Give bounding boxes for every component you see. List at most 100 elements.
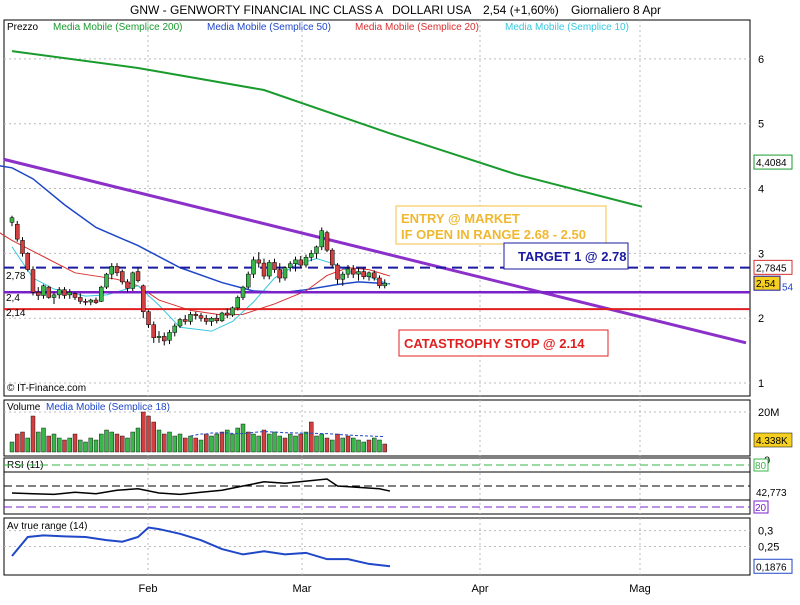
candle-body (230, 307, 235, 316)
header-price: 2,54 (+1,60%) (483, 3, 559, 17)
volume-bar (246, 431, 251, 453)
volume-bar (277, 435, 282, 453)
volume-bar (20, 431, 25, 453)
volume-bar (93, 439, 99, 453)
volume-bar (335, 433, 340, 453)
candle-body (372, 272, 377, 279)
atr-y-tick: 0,3 (758, 526, 773, 538)
target-box (503, 242, 629, 270)
candle-body (335, 264, 340, 280)
legend-ma20: Media Mobile (Semplice 20) (355, 22, 479, 33)
entry-text-1: ENTRY @ MARKET (401, 211, 520, 226)
candle-body (267, 262, 272, 277)
volume-bar (62, 439, 67, 453)
candle-body (67, 292, 72, 296)
candle-body (36, 292, 41, 296)
volume-bar (372, 437, 377, 453)
price-badge-text: 4,4084 (756, 158, 787, 169)
volume-bar (240, 423, 246, 453)
candle-body (172, 325, 177, 333)
volume-bar (267, 433, 272, 453)
volume-bar (309, 421, 314, 453)
volume-bar (193, 437, 198, 453)
candle-body (214, 317, 219, 322)
candle-body (135, 271, 141, 281)
volume-bar (135, 427, 141, 453)
candle-body (319, 230, 324, 248)
volume-bar (167, 431, 172, 453)
volume-bar (162, 433, 167, 453)
price-label: Prezzo (7, 22, 39, 33)
legend-ma10: Media Mobile (Semplice 10) (505, 22, 629, 33)
rsi-line (11, 478, 391, 496)
volume-bar (361, 441, 366, 453)
price-y-tick: 2 (758, 313, 764, 325)
candle-body (151, 324, 156, 338)
candle-body (193, 314, 198, 316)
watermark: © IT-Finance.com (7, 383, 86, 394)
candle-body (361, 271, 366, 277)
volume-bar (88, 437, 93, 453)
price-badge-text: 54 (782, 282, 794, 293)
candle-body (309, 253, 314, 258)
entry-box (395, 205, 607, 245)
candle-body (125, 281, 130, 289)
volume-bar (219, 431, 225, 453)
volume-bar (319, 433, 324, 453)
rsi-80-badge (753, 458, 769, 472)
candle-body (99, 286, 104, 302)
rsi-y-tick: 20 (755, 503, 767, 514)
price-y-tick: 6 (758, 54, 764, 66)
price-y-tick: 4 (758, 184, 764, 196)
candle-body (277, 269, 282, 279)
atr-badge-text: 0,1876 (756, 562, 787, 573)
candle-body (303, 257, 309, 266)
atr-line (11, 526, 391, 568)
volume-bar (204, 433, 209, 453)
candle-body (51, 294, 57, 298)
volume-bar (382, 443, 387, 453)
level-label-214: 2,14 (6, 308, 26, 319)
candle-body (57, 289, 62, 296)
volume-badge (753, 432, 793, 448)
volume-bar (214, 433, 219, 453)
volume-bar (282, 437, 288, 453)
candle-body (272, 262, 277, 270)
candle-body (130, 272, 135, 289)
volume-bar (36, 431, 41, 453)
candle-body (93, 299, 99, 303)
candle-body (114, 266, 120, 274)
rsi-badge-text: 42,773 (756, 488, 787, 499)
candle-body (104, 273, 109, 288)
volume-bar (230, 433, 235, 453)
candle-body (41, 285, 46, 296)
stop-box (398, 329, 609, 357)
candle-body (324, 232, 330, 251)
volume-bar (188, 435, 193, 453)
atr-y-tick: 0,25 (758, 542, 779, 554)
volume-bar (120, 435, 125, 453)
candle-body (235, 297, 240, 309)
ma200-line (11, 50, 643, 208)
rsi-y-tick: 80 (755, 461, 767, 472)
candle-body (9, 217, 15, 223)
candle-body (146, 311, 151, 325)
volume-bar (67, 437, 72, 453)
volume-bar (30, 415, 36, 453)
candle-body (141, 285, 146, 312)
level-label-278: 2,78 (6, 271, 26, 282)
volume-bar (366, 439, 372, 453)
x-tick-label: Mar (293, 583, 312, 595)
candle-body (156, 336, 162, 338)
candle-body (62, 289, 67, 296)
volume-bar (272, 431, 277, 453)
price-badge (753, 275, 781, 291)
entry-text-2: IF OPEN IN RANGE 2.68 - 2.50 (401, 227, 586, 242)
downtrend-line (3, 157, 747, 345)
x-tick-label: Feb (139, 583, 158, 595)
level-label-24: 2,4 (6, 293, 20, 304)
price-y-tick: 5 (758, 119, 764, 131)
volume-bar (83, 441, 88, 453)
candle-body (109, 266, 114, 275)
